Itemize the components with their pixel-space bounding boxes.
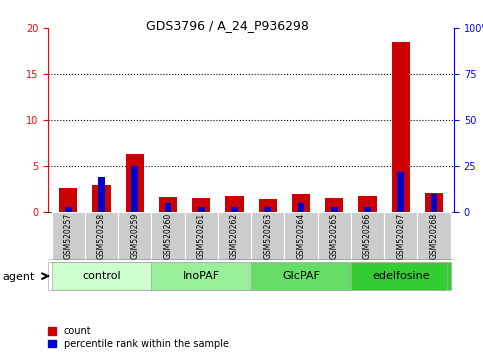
Bar — [351, 262, 451, 290]
Bar — [198, 207, 205, 212]
Text: control: control — [82, 271, 121, 281]
Text: GSM520262: GSM520262 — [230, 213, 239, 259]
Bar — [318, 212, 351, 260]
Bar — [431, 194, 438, 212]
Bar — [425, 193, 443, 212]
Bar — [284, 212, 318, 260]
Bar — [417, 212, 451, 260]
Bar — [358, 196, 377, 212]
Text: GSM520267: GSM520267 — [397, 213, 405, 259]
Text: GSM520260: GSM520260 — [164, 213, 172, 259]
Bar — [298, 203, 304, 212]
Bar — [52, 262, 151, 290]
Text: GSM520264: GSM520264 — [297, 213, 306, 259]
Text: agent: agent — [2, 272, 35, 282]
Bar — [165, 203, 171, 212]
Bar — [331, 207, 338, 212]
Bar — [251, 212, 284, 260]
Bar — [85, 212, 118, 260]
Bar — [392, 42, 410, 212]
Bar — [159, 197, 177, 212]
Text: InoPAF: InoPAF — [183, 271, 220, 281]
Bar — [325, 198, 343, 212]
Bar — [59, 188, 77, 212]
Bar — [192, 198, 211, 212]
Bar — [65, 207, 71, 212]
Bar — [384, 212, 417, 260]
Bar — [265, 207, 271, 212]
Legend: count, percentile rank within the sample: count, percentile rank within the sample — [48, 326, 229, 349]
Bar — [218, 212, 251, 260]
Text: GDS3796 / A_24_P936298: GDS3796 / A_24_P936298 — [145, 19, 309, 33]
Text: GSM520263: GSM520263 — [263, 213, 272, 259]
Bar — [398, 172, 404, 212]
Bar — [131, 166, 138, 212]
Bar — [292, 194, 310, 212]
Text: GlcPAF: GlcPAF — [282, 271, 320, 281]
Bar — [52, 212, 85, 260]
Bar — [118, 212, 151, 260]
Bar — [151, 262, 251, 290]
Bar — [351, 212, 384, 260]
Text: GSM520257: GSM520257 — [64, 213, 73, 259]
Text: edelfosine: edelfosine — [372, 271, 429, 281]
Bar — [126, 154, 144, 212]
Text: GSM520265: GSM520265 — [330, 213, 339, 259]
Text: GSM520266: GSM520266 — [363, 213, 372, 259]
Bar — [185, 212, 218, 260]
Bar — [258, 199, 277, 212]
Bar — [151, 212, 185, 260]
Bar — [231, 207, 238, 212]
Bar — [226, 196, 244, 212]
Bar — [251, 262, 351, 290]
Text: GSM520258: GSM520258 — [97, 213, 106, 259]
Bar — [98, 177, 105, 212]
Text: GSM520268: GSM520268 — [429, 213, 439, 259]
Text: GSM520259: GSM520259 — [130, 213, 139, 259]
Bar — [364, 207, 371, 212]
Text: GSM520261: GSM520261 — [197, 213, 206, 259]
Bar — [92, 185, 111, 212]
